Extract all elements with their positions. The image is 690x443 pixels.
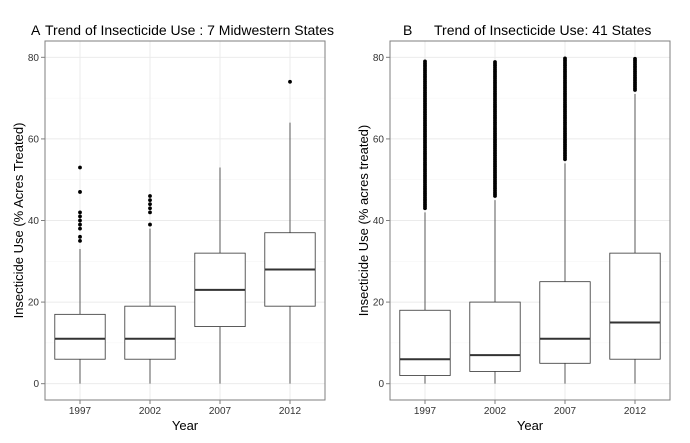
y-axis-label: Insecticide Use (% Acres Treated) (11, 123, 26, 319)
y-tick-label: 0 (378, 379, 384, 390)
y-tick-label: 20 (373, 298, 385, 309)
box-2002 (124, 194, 176, 384)
outlier-point (148, 210, 152, 215)
outlier-point (148, 194, 152, 198)
outlier-point (78, 234, 82, 239)
panel-tag: A (31, 22, 41, 38)
box-1997 (399, 59, 451, 384)
x-tick-label: 2012 (624, 406, 647, 417)
y-tick-label: 60 (373, 134, 385, 145)
box-1997 (54, 165, 106, 384)
x-axis-label: Year (517, 418, 544, 433)
x-tick-label: 2002 (139, 406, 162, 417)
outlier-point (633, 56, 637, 61)
box-body (609, 252, 661, 360)
outlier-point (78, 238, 82, 243)
panel-border (389, 40, 671, 401)
outlier-point (563, 56, 567, 61)
y-tick-label: 0 (33, 379, 39, 390)
outlier-point (78, 222, 82, 227)
outlier-point (78, 214, 82, 219)
box-body (399, 309, 451, 376)
outlier-point (78, 165, 82, 170)
y-tick-label: 40 (28, 216, 40, 227)
outlier-point (148, 198, 152, 203)
outlier-point (493, 60, 497, 64)
x-tick-label: 2002 (484, 406, 507, 417)
y-tick-label: 40 (373, 216, 385, 227)
y-tick-label: 80 (373, 53, 385, 64)
y-tick-label: 60 (28, 134, 40, 145)
box-2007 (194, 167, 246, 384)
box-2012 (609, 56, 661, 384)
outlier-point (78, 190, 82, 194)
outlier-point (78, 210, 82, 215)
y-axis-label: Insecticide Use (% acres treated) (356, 125, 371, 316)
y-tick-label: 80 (28, 53, 40, 64)
x-axis-label: Year (172, 418, 199, 433)
panel-a: 0 20 40 60 80 1997 2002 2007 2012 A Trend of Insec… (11, 22, 334, 433)
box-body (469, 301, 521, 372)
box-body (539, 281, 591, 364)
x-tick-label: 2012 (279, 406, 302, 417)
outlier-point (78, 218, 82, 223)
panel-tag: B (403, 22, 412, 38)
outlier-point (288, 79, 292, 84)
x-tick-label: 1997 (69, 406, 92, 417)
x-tick-label: 2007 (554, 406, 577, 417)
outlier-point (78, 226, 82, 231)
x-tick-label: 2007 (209, 406, 232, 417)
chart-title: Trend of Insecticide Use : 7 Midwestern … (45, 22, 334, 38)
panel-border (44, 40, 326, 401)
outlier-point (148, 222, 152, 227)
x-tick-label: 1997 (414, 406, 437, 417)
box-2007 (539, 56, 591, 384)
box-body (124, 305, 176, 360)
box-2012 (264, 79, 316, 384)
outlier-point (148, 202, 152, 207)
outlier-point (148, 206, 152, 211)
y-tick-label: 20 (28, 298, 40, 309)
outlier-point (423, 59, 427, 64)
box-body (54, 313, 106, 360)
panel-b: 0 20 40 60 80 1997 2002 2007 2012 B Trend of Insec… (356, 22, 671, 433)
box-2002 (469, 60, 521, 384)
chart-title: Trend of Insecticide Use: 41 States (434, 22, 651, 38)
